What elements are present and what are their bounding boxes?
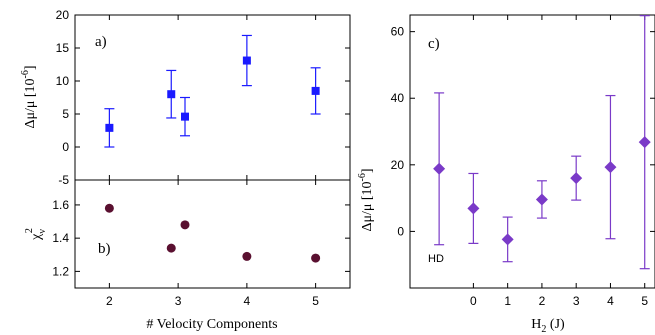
panel-b-data-point <box>166 243 176 253</box>
panel-a-data-point <box>311 86 320 95</box>
panel-b-x-tick-label: 5 <box>312 294 319 308</box>
panel-a-label: a) <box>95 34 107 50</box>
panel-b-y-tick-label: 1.2 <box>52 264 69 278</box>
panel-c-data-point <box>501 233 514 246</box>
panel-c-x-tick-label: 5 <box>641 294 648 308</box>
panel-b-y-axis-label: χν2 <box>24 228 48 241</box>
panel-a-y-tick-label: 20 <box>56 8 70 22</box>
panel-c-x-tick-label: 0 <box>470 294 477 308</box>
panel-b-data-point <box>180 220 190 230</box>
panel-a-data-point <box>167 90 176 99</box>
panel-c-data-point <box>570 172 583 185</box>
panel-c-y-tick-label: 20 <box>391 158 405 172</box>
panel-b-data-point <box>311 253 321 263</box>
panel-a-velocity-shift: a) Δμ/μ [10-6] -5 0 5 10 15 20 <box>20 8 351 187</box>
panel-c-data-point <box>604 161 617 174</box>
panel-b-x-axis-label: # Velocity Components <box>146 317 277 332</box>
panel-b-frame <box>74 179 351 289</box>
panel-b-x-tick-label: 3 <box>175 294 182 308</box>
panel-c-label: c) <box>428 36 440 52</box>
panel-a-y-axis-label: Δμ/μ [10-6] <box>20 65 38 128</box>
panel-c-h2-levels: c) HD Δμ/μ [10-6] H2 (J) 0 1 2 3 4 5 0 20 40 60 <box>357 14 655 335</box>
panel-a-y-tick-label: 10 <box>56 74 70 88</box>
panel-a-frame <box>74 14 351 181</box>
panel-a-data-point <box>181 112 189 121</box>
panel-b-y-tick-label: 1.4 <box>52 231 69 245</box>
panel-c-y-tick-label: 60 <box>391 25 405 39</box>
panel-b-y-tick-label: 1.6 <box>52 198 69 212</box>
panel-a-data-point <box>242 56 251 65</box>
panel-b-data-point <box>242 251 252 261</box>
panel-c-data-point <box>467 202 480 215</box>
panel-c-data-point <box>433 162 446 175</box>
panel-b-label: b) <box>98 241 111 257</box>
panel-a-data-point <box>105 123 114 132</box>
panel-c-hd-annotation: HD <box>428 253 444 265</box>
panel-b-x-tick-label: 2 <box>106 294 113 308</box>
panel-c-frame <box>409 14 655 289</box>
panel-b-data-point <box>104 203 114 213</box>
panel-c-x-axis-label: H2 (J) <box>531 317 565 335</box>
panel-c-y-tick-label: 0 <box>397 224 404 238</box>
panel-a-y-tick-label: 5 <box>62 107 69 121</box>
panel-c-x-tick-label: 1 <box>504 294 511 308</box>
panel-a-y-tick-label: -5 <box>58 173 69 187</box>
panel-c-x-tick-label: 3 <box>573 294 580 308</box>
panel-c-x-tick-label: 2 <box>539 294 546 308</box>
panel-c-y-axis-label: Δμ/μ [10-6] <box>357 168 375 231</box>
panel-c-y-tick-label: 40 <box>391 91 405 105</box>
panel-a-y-tick-label: 15 <box>56 41 70 55</box>
panel-b-chi-square: b) χν2 # Velocity Components 2 3 4 5 1.2 1.4 1… <box>24 179 351 332</box>
panel-c-data-point <box>638 136 651 149</box>
panel-c-x-tick-label: 4 <box>607 294 614 308</box>
panel-a-y-tick-label: 0 <box>62 140 69 154</box>
panel-b-x-tick-label: 4 <box>244 294 251 308</box>
panel-c-data-point <box>535 193 548 206</box>
